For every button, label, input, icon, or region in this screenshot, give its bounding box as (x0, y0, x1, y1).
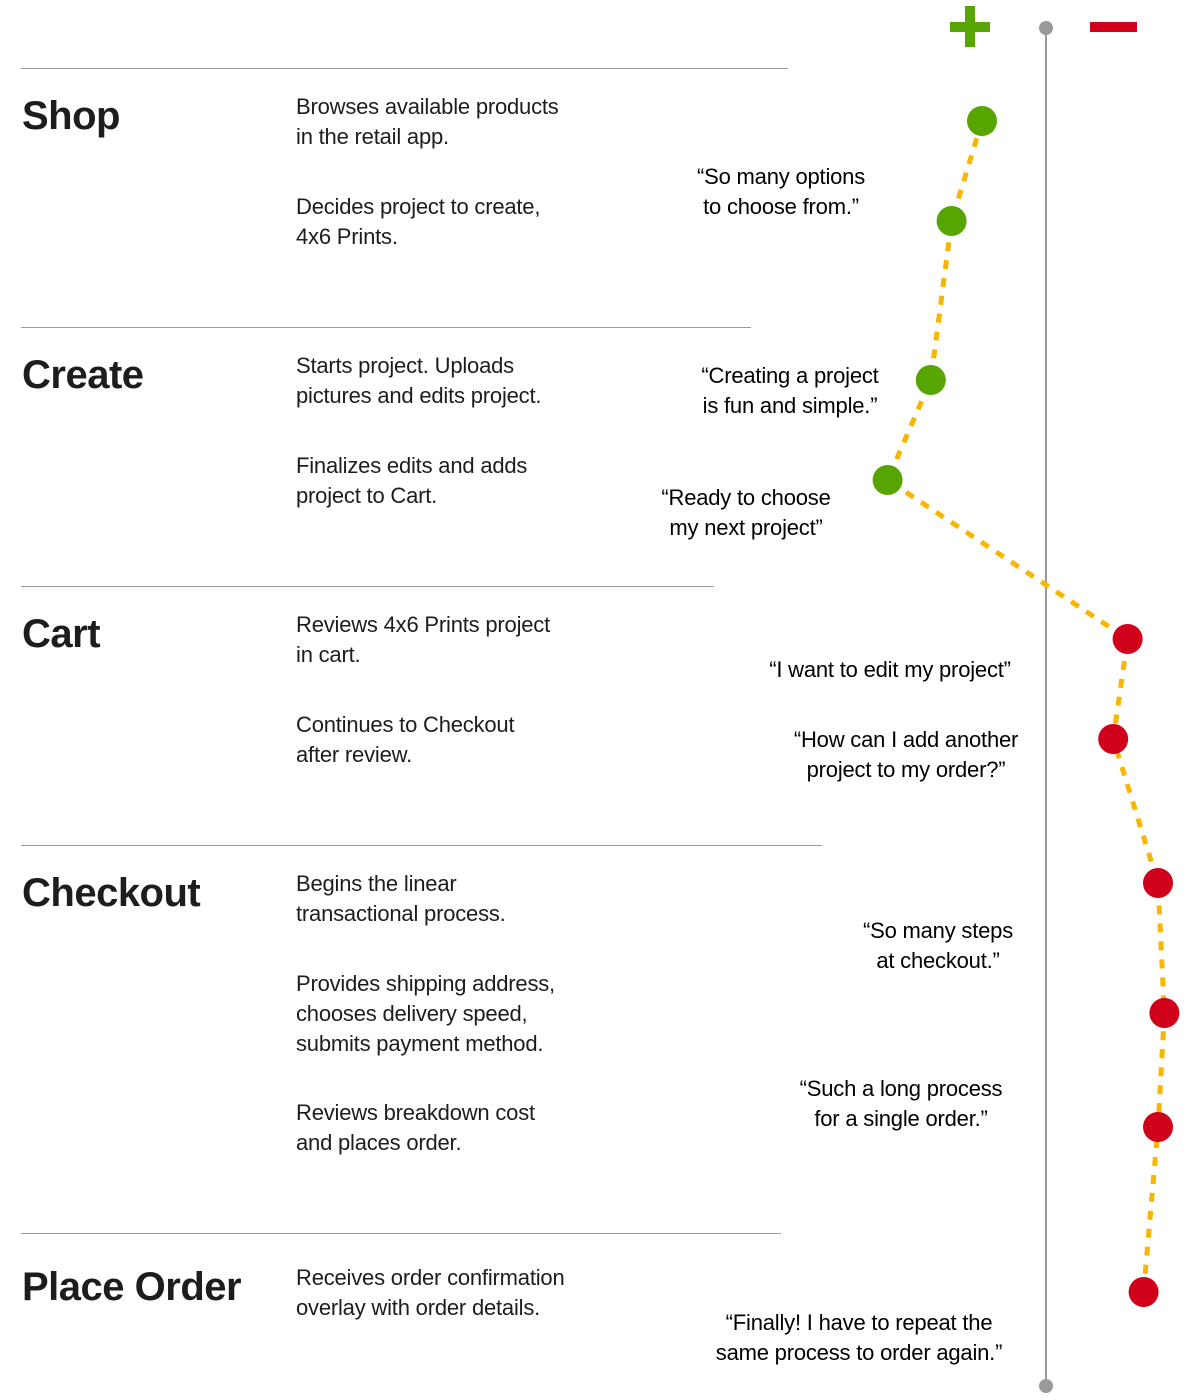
quote: “Finally! I have to repeat the same proc… (715, 1310, 1003, 1365)
quote: “I want to edit my project” (769, 657, 1011, 682)
step-description: Decides project to create, 4x6 Prints. (296, 194, 541, 249)
negative-point (1112, 624, 1143, 654)
quote: “Such a long process for a single order.… (799, 1076, 1003, 1131)
quote: “Creating a project is fun and simple.” (701, 363, 879, 418)
quote: “So many options to choose from.” (697, 164, 865, 219)
axis-end-cap (1039, 1379, 1053, 1393)
negative-point (1143, 868, 1173, 898)
negative-point (1149, 998, 1180, 1028)
quote: “So many steps at checkout.” (862, 918, 1014, 973)
negative-point (1098, 724, 1129, 754)
step-description: Reviews 4x6 Prints project in cart. (296, 612, 551, 667)
minus-icon (1090, 22, 1137, 32)
step-description: Finalizes edits and adds project to Cart… (296, 453, 528, 508)
stage-divider (21, 68, 788, 69)
positive-point (936, 206, 967, 236)
step-description: Continues to Checkout after review. (296, 712, 515, 767)
stage-divider (21, 586, 714, 587)
sentiment-path (884, 120, 1167, 1293)
positive-point (872, 465, 903, 495)
quote: “Ready to choose my next project” (661, 485, 831, 540)
stage-title-place-order: Place Order (22, 1265, 242, 1309)
step-description: Browses available products in the retail… (296, 94, 559, 149)
step-description: Begins the linear transactional process. (296, 871, 506, 926)
negative-point (1128, 1277, 1159, 1307)
stage-divider (21, 845, 822, 846)
stage-divider (21, 327, 751, 328)
step-description: Starts project. Uploads pictures and edi… (296, 353, 542, 408)
step-description: Receives order confirmation overlay with… (296, 1265, 565, 1320)
negative-point (1143, 1112, 1173, 1142)
stage-title-cart: Cart (22, 612, 101, 656)
quote: “How can I add another project to my ord… (793, 727, 1019, 782)
positive-point (967, 106, 997, 136)
step-description: Reviews breakdown cost and places order. (296, 1100, 535, 1155)
plus-icon (950, 6, 990, 47)
stage-title-shop: Shop (22, 94, 120, 138)
stage-divider (21, 1233, 781, 1234)
axis-start-cap (1039, 21, 1053, 35)
step-description: Provides shipping address, chooses deliv… (296, 971, 555, 1056)
stage-title-checkout: Checkout (22, 871, 201, 915)
stage-title-create: Create (22, 353, 144, 397)
positive-point (915, 365, 946, 395)
